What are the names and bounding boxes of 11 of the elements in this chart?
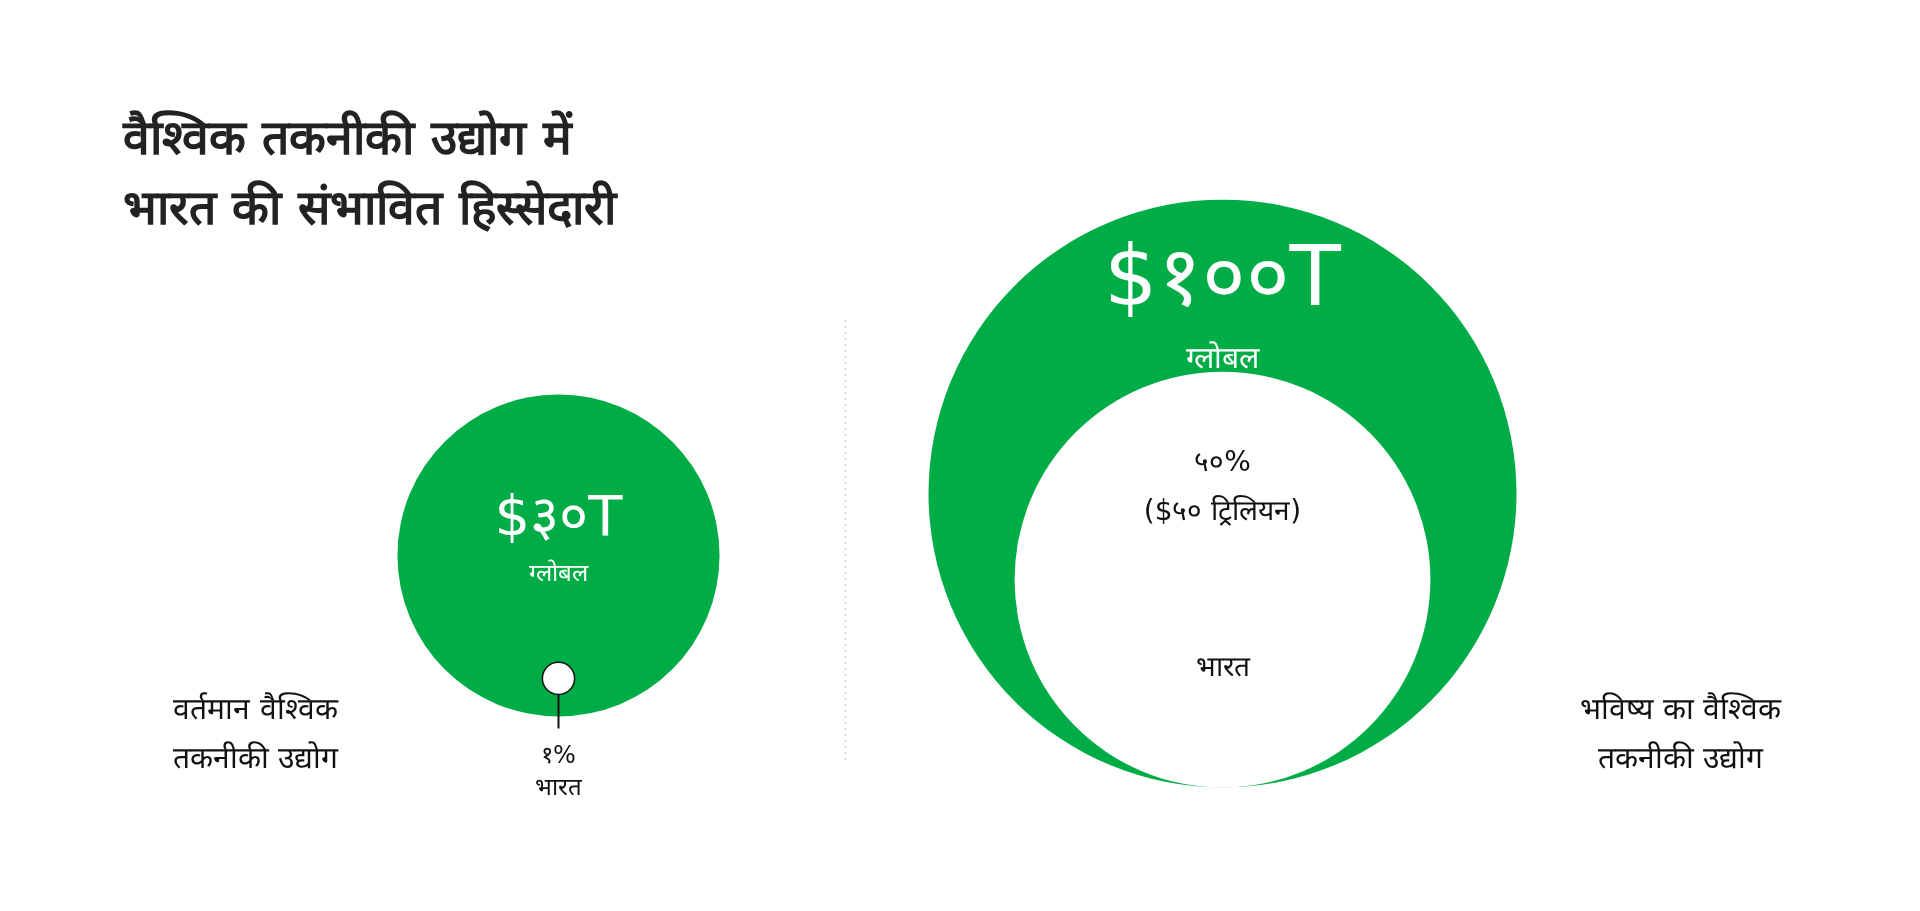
series-label: भारत <box>1195 650 1251 684</box>
data-label: ५०% ($५० ट्रिलियन) <box>1143 444 1302 528</box>
text: ग्लोबल <box>1186 340 1259 376</box>
text: वैश्विक तकनीकी उद्योग में भारत की संभावित हिस्सेदारी <box>121 108 618 235</box>
text: भारत <box>535 772 582 801</box>
data-label: १% <box>541 740 576 769</box>
category-label: भविष्य का वैश्विक तकनीकी उद्योग <box>1579 690 1783 775</box>
data-label: $१००T <box>1104 226 1342 325</box>
data-label: $३०T <box>494 482 624 548</box>
series-label: ग्लोबल <box>529 559 589 588</box>
category-label: वर्तमान वैश्विक तकनीकी उद्योग <box>172 690 340 775</box>
